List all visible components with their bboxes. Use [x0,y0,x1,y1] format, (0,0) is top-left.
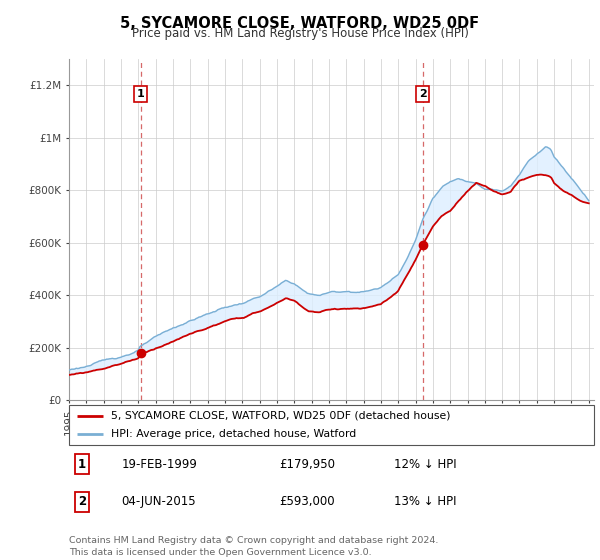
Text: 13% ↓ HPI: 13% ↓ HPI [395,496,457,508]
Text: Contains HM Land Registry data © Crown copyright and database right 2024.
This d: Contains HM Land Registry data © Crown c… [69,536,439,557]
Text: £179,950: £179,950 [279,458,335,470]
Text: Price paid vs. HM Land Registry's House Price Index (HPI): Price paid vs. HM Land Registry's House … [131,27,469,40]
Text: 19-FEB-1999: 19-FEB-1999 [121,458,197,470]
Text: 1: 1 [137,89,145,99]
Text: 2: 2 [78,496,86,508]
Text: 1: 1 [78,458,86,470]
Text: 04-JUN-2015: 04-JUN-2015 [121,496,196,508]
Text: HPI: Average price, detached house, Watford: HPI: Average price, detached house, Watf… [111,430,356,439]
Text: 5, SYCAMORE CLOSE, WATFORD, WD25 0DF (detached house): 5, SYCAMORE CLOSE, WATFORD, WD25 0DF (de… [111,411,451,421]
Text: £593,000: £593,000 [279,496,335,508]
Text: 5, SYCAMORE CLOSE, WATFORD, WD25 0DF: 5, SYCAMORE CLOSE, WATFORD, WD25 0DF [121,16,479,31]
FancyBboxPatch shape [69,405,594,445]
Text: 12% ↓ HPI: 12% ↓ HPI [395,458,457,470]
Text: 2: 2 [419,89,427,99]
